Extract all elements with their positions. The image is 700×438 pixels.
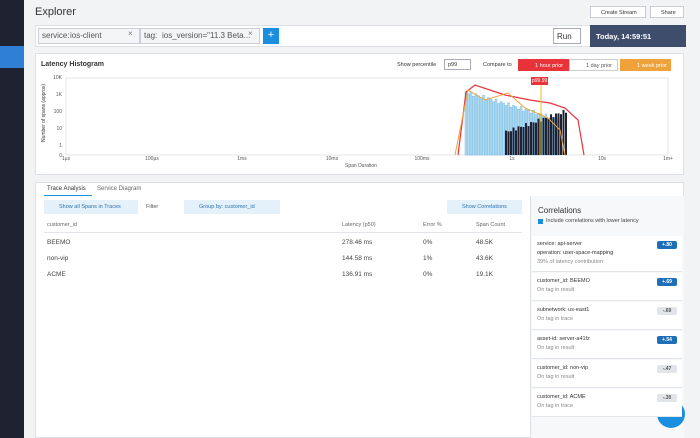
toolbar-button[interactable]: Show Correlations [447, 200, 522, 214]
cell: 48.5K [476, 239, 493, 246]
percentile-label: Show percentile [397, 62, 437, 68]
include-label: Include correlations with lower latency [546, 218, 639, 224]
correlation-card[interactable] [532, 389, 682, 417]
correlation-card[interactable] [532, 273, 682, 301]
column-header: Span Count [476, 222, 506, 228]
filter-key: tag: [144, 31, 158, 40]
toolbar-button[interactable]: Group by: customer_id [184, 200, 280, 214]
y-tick-label: 10K [53, 75, 62, 81]
x-tick-label: 100μs [145, 156, 159, 162]
compare-button[interactable]: 1 week prior [620, 59, 671, 71]
correlation-score: -.30 [657, 394, 677, 402]
header-button[interactable]: Create Stream [590, 6, 646, 18]
correlation-tag: subnetwork: us-east1 [537, 307, 590, 313]
x-tick-label: 1μs [61, 156, 71, 162]
correlation-score: -.69 [657, 307, 677, 315]
header-button[interactable]: Share [650, 6, 684, 18]
x-tick-label: 10ms [325, 156, 339, 162]
toolbar-button[interactable]: Filter [146, 204, 159, 210]
tab-underline [44, 195, 92, 196]
row-label[interactable]: ACME [47, 271, 66, 278]
y-tick-label: 1 [59, 143, 62, 149]
x-tick-label: 10s [597, 156, 607, 162]
filter-value: ios-client [70, 31, 102, 40]
filter-key: service: [42, 31, 70, 40]
y-tick-label: 0 [59, 153, 62, 159]
cell: 0% [423, 271, 433, 278]
column-header: Error % [423, 222, 442, 228]
time-box[interactable]: Today, 14:59:51 [590, 25, 686, 47]
correlation-tag: operation: user-space-mapping [537, 250, 614, 256]
correlation-detail: On tag in result [537, 287, 575, 293]
correlation-card[interactable] [532, 302, 682, 330]
cell: 0% [423, 239, 433, 246]
compare-button[interactable]: 1 hour prior [518, 59, 569, 71]
correlations-title: Correlations [538, 206, 582, 215]
sidebar-active[interactable] [0, 46, 24, 68]
compare-label: Compare to [483, 62, 512, 68]
x-axis-label: Span Duration [345, 163, 377, 169]
correlation-score: +.54 [657, 336, 677, 344]
correlation-tag: customer_id: non-vip [537, 365, 589, 371]
correlation-tag: customer_id: BEEMO [537, 278, 590, 284]
toolbar-button[interactable]: Show all Spans in Traces [44, 200, 138, 214]
x-tick-label: 100ms [414, 156, 430, 162]
filter-remove: × [128, 29, 133, 38]
correlation-detail: 39% of latency contribution [537, 259, 604, 265]
add-filter[interactable]: + [263, 28, 279, 44]
tab[interactable]: Service Diagram [97, 186, 142, 192]
filter-chip [38, 28, 140, 44]
run-button[interactable]: Run [553, 28, 581, 44]
histogram-panel [35, 53, 684, 175]
percentile-select[interactable]: p99 [444, 59, 471, 70]
correlation-score: +.69 [657, 278, 677, 286]
filter-chip [140, 28, 260, 44]
cell: 19.1K [476, 271, 493, 278]
histogram-title: Latency Histogram [41, 61, 105, 68]
correlation-tag: asset-id: server-a41fz [537, 336, 590, 342]
checkbox[interactable] [538, 219, 543, 224]
row-label[interactable]: BEEMO [47, 239, 71, 246]
correlation-card[interactable] [532, 331, 682, 359]
y-axis-label: Number of spans (approx) [41, 83, 47, 143]
correlation-score: +.80 [657, 241, 677, 249]
correlation-detail: On tag in trace [537, 403, 574, 409]
column-header: Latency (p50) [342, 222, 376, 228]
header-title: Explorer [35, 6, 76, 18]
correlation-detail: On tag in result [537, 345, 575, 351]
correlation-score: -.47 [657, 365, 677, 373]
row-label[interactable]: non-vip [47, 255, 69, 262]
x-tick-label: 1ms [237, 156, 247, 162]
percentile-marker: p99.99 [531, 77, 549, 85]
sidebar [0, 0, 24, 438]
x-tick-label: 1s [509, 156, 515, 162]
correlation-detail: On tag in result [537, 374, 575, 380]
tab[interactable]: Trace Analysis [47, 186, 86, 192]
filter-value: ios_version="11.3 Beta... [162, 31, 251, 40]
cell: 1% [423, 255, 433, 262]
y-tick-label: 10 [56, 126, 62, 132]
correlation-detail: On tag in trace [537, 316, 574, 322]
compare-button[interactable]: 1 day prior [569, 59, 618, 71]
correlation-tag: service: api-server [537, 241, 582, 247]
cell: 136.91 ms [342, 271, 373, 278]
y-tick-label: 1K [55, 92, 62, 98]
cell: 144.58 ms [342, 255, 373, 262]
column-header: customer_id [47, 222, 77, 228]
table-rule [44, 232, 522, 233]
x-tick-label: 1m+ [663, 156, 673, 162]
cell: 278.46 ms [342, 239, 373, 246]
cell: 43.6K [476, 255, 493, 262]
correlation-card[interactable] [532, 360, 682, 388]
correlation-tag: customer_id: ACME [537, 394, 586, 400]
filter-remove: × [248, 29, 253, 38]
y-tick-label: 100 [53, 109, 62, 115]
